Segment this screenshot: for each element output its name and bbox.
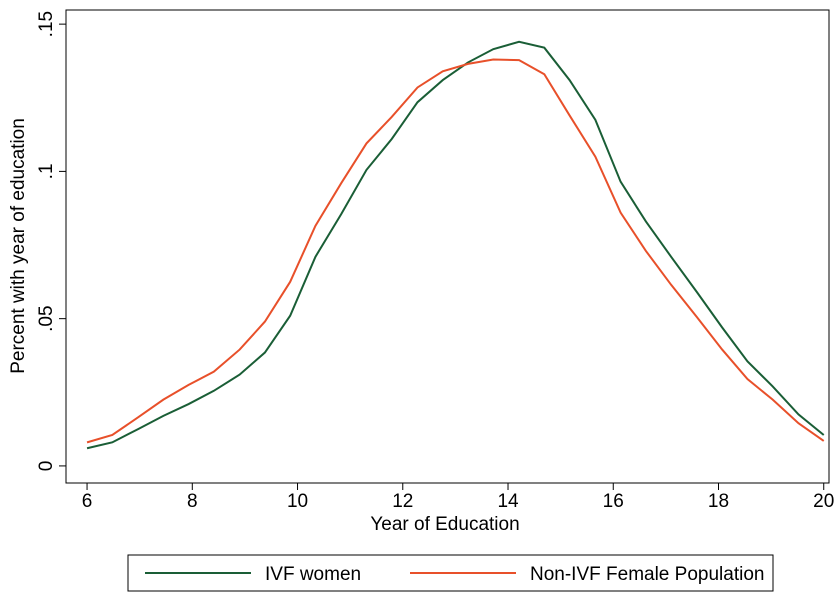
x-tick-label: 10 <box>287 491 308 512</box>
x-tick-label: 14 <box>497 491 519 512</box>
y-tick-label: .1 <box>36 163 57 179</box>
y-tick-label: .05 <box>36 305 57 331</box>
y-tick-label: .15 <box>36 11 57 37</box>
legend-box <box>127 554 774 592</box>
x-axis-title: Year of Education <box>370 514 519 535</box>
x-tick-label: 16 <box>603 491 624 512</box>
y-tick-label: 0 <box>36 461 57 472</box>
x-tick-label: 18 <box>708 491 729 512</box>
x-tick-label: 20 <box>813 491 834 512</box>
line-series <box>86 58 825 444</box>
plot-frame <box>65 9 830 484</box>
line-series <box>86 40 825 450</box>
x-tick-label: 6 <box>82 491 93 512</box>
legend-label: IVF women <box>265 564 361 585</box>
y-axis-title: Percent with year of education <box>8 118 29 374</box>
x-tick-label: 12 <box>392 491 413 512</box>
legend-label: Non-IVF Female Population <box>530 564 764 585</box>
x-tick-label: 8 <box>187 491 198 512</box>
